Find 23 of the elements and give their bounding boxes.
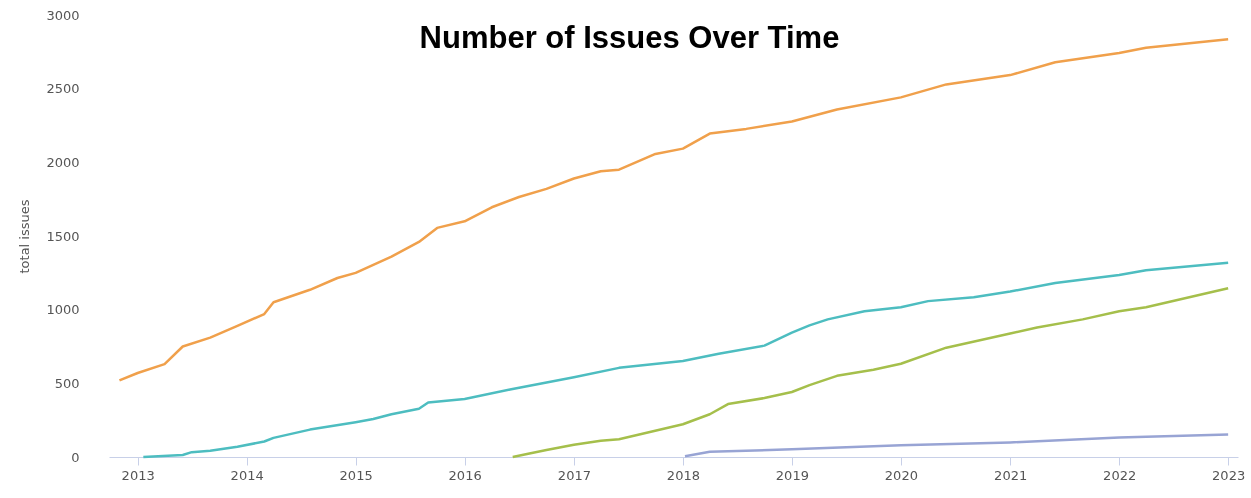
line-series	[683, 433, 1230, 458]
y-tick-label: 2000	[46, 154, 80, 170]
y-axis-title: total issues	[17, 199, 33, 274]
x-tick-label: 2017	[557, 467, 591, 483]
y-tick-label: 500	[54, 375, 80, 391]
y-tick-label: 2500	[46, 81, 80, 97]
x-tick-label: 2022	[1103, 467, 1137, 483]
x-tick-label: 2023	[1212, 467, 1246, 483]
y-tick-label: 3000	[46, 7, 80, 23]
y-tick-label: 1000	[46, 302, 80, 318]
x-tick-label: 2014	[230, 467, 264, 483]
x-tick-label: 2019	[775, 467, 809, 483]
x-tick-label: 2013	[121, 467, 155, 483]
line-series	[511, 287, 1230, 459]
y-tick-label: 0	[71, 449, 80, 465]
y-tick-label: 1500	[46, 228, 80, 244]
x-tick-label: 2020	[884, 467, 918, 483]
x-tick-label: 2021	[994, 467, 1028, 483]
chart-title: Number of Issues Over Time	[419, 20, 840, 55]
line-series	[142, 261, 1230, 459]
x-tick-label: 2018	[666, 467, 700, 483]
x-tick-label: 2016	[448, 467, 482, 483]
x-tick-label: 2015	[339, 467, 373, 483]
